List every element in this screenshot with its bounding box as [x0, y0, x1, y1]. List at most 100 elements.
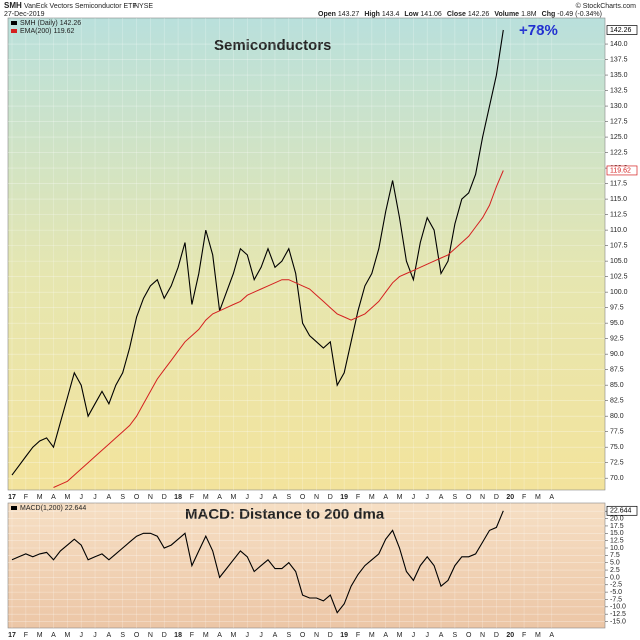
y-tick-label: -5.0 [610, 589, 622, 596]
y-tick-label: 92.5 [610, 336, 624, 343]
y-tick-label: 77.5 [610, 429, 624, 436]
quote-label: Close [447, 11, 466, 18]
y-tick-label: -10.0 [610, 604, 626, 611]
x-tick-label: 19 [340, 494, 348, 501]
legend-value: 142.26 [60, 20, 82, 27]
series-line [53, 170, 504, 488]
y-tick-label: 102.5 [610, 273, 628, 280]
x-tick-label: M [231, 494, 237, 501]
x-tick-label: F [190, 494, 194, 501]
x-tick-label: N [314, 494, 319, 501]
x-tick-label: 18 [174, 632, 182, 639]
x-tick-label: F [356, 632, 360, 639]
x-tick-label: A [273, 494, 278, 501]
x-tick-label: N [148, 632, 153, 639]
x-tick-label: A [273, 632, 278, 639]
x-tick-label: A [549, 494, 554, 501]
x-tick-label: D [328, 494, 333, 501]
x-tick-label: 18 [174, 494, 182, 501]
legend-label: EMA(200) [20, 28, 52, 35]
x-tick-label: J [259, 494, 263, 501]
series-line [11, 510, 504, 614]
legend-label: SMH (Daily) [20, 20, 58, 27]
y-tick-label: 85.0 [610, 382, 624, 389]
x-tick-label: A [383, 494, 388, 501]
y-tick-label: 75.0 [610, 444, 624, 451]
x-tick-label: M [64, 632, 70, 639]
last-value-box [606, 25, 638, 35]
x-tick-label: S [453, 632, 458, 639]
y-tick-label: 20.0 [610, 515, 624, 522]
x-tick-label: O [300, 632, 306, 639]
x-tick-label: O [134, 494, 140, 501]
x-tick-label: O [134, 632, 140, 639]
annotation: MACD: Distance to 200 dma [185, 506, 385, 523]
x-tick-label: M [369, 632, 375, 639]
x-tick-label: M [397, 632, 403, 639]
quote-value: 141.06 [420, 11, 442, 18]
x-tick-label: A [107, 632, 112, 639]
last-value-label: 119.62 [610, 167, 631, 174]
y-tick-label: 95.0 [610, 320, 624, 327]
x-tick-label: J [259, 632, 263, 639]
x-tick-label: D [162, 632, 167, 639]
x-tick-label: F [522, 494, 526, 501]
y-tick-label: 17.5 [610, 523, 624, 530]
x-tick-label: J [425, 632, 429, 639]
x-tick-label: J [246, 632, 250, 639]
y-tick-label: -2.5 [610, 582, 622, 589]
annotation: Semiconductors [214, 37, 332, 54]
y-tick-label: 137.5 [610, 56, 628, 63]
y-tick-label: -7.5 [610, 596, 622, 603]
legend-value: 119.62 [54, 28, 75, 35]
last-value-label: 142.26 [610, 27, 632, 34]
x-tick-label: M [397, 494, 403, 501]
price-panel [7, 17, 606, 491]
x-tick-label: A [439, 494, 444, 501]
legend-value: 22.644 [65, 505, 87, 512]
y-tick-label: 10.0 [610, 545, 624, 552]
y-tick-label: 0.0 [610, 574, 620, 581]
x-tick-label: M [535, 632, 541, 639]
quote-value: 142.26 [468, 11, 490, 18]
x-tick-label: 17 [8, 632, 16, 639]
x-tick-label: 20 [506, 494, 514, 501]
x-tick-label: F [24, 494, 28, 501]
x-tick-label: N [480, 632, 485, 639]
y-tick-label: 7.5 [610, 552, 620, 559]
x-tick-label: J [246, 494, 250, 501]
y-tick-label: 5.0 [610, 560, 620, 567]
x-tick-label: N [314, 632, 319, 639]
legend-swatch [11, 506, 17, 510]
x-tick-label: A [217, 494, 222, 501]
y-tick-label: 125.0 [610, 134, 628, 141]
x-tick-label: F [356, 494, 360, 501]
x-tick-label: M [203, 632, 209, 639]
x-tick-label: S [120, 632, 125, 639]
x-tick-label: J [412, 632, 416, 639]
y-tick-label: 100.0 [610, 289, 628, 296]
y-tick-label: 70.0 [610, 475, 624, 482]
y-tick-label: 80.0 [610, 413, 624, 420]
y-tick-label: -15.0 [610, 618, 626, 625]
x-tick-label: A [549, 632, 554, 639]
quote-value: -0.49 (-0.34%) [557, 11, 602, 18]
legend-swatch [11, 29, 17, 33]
title: VanEck Vectors Semiconductor ETF [24, 3, 137, 10]
last-value-label: 22.644 [610, 508, 632, 515]
legend-swatch [11, 21, 17, 25]
x-tick-label: M [231, 632, 237, 639]
x-tick-label: S [286, 632, 291, 639]
x-tick-label: S [286, 494, 291, 501]
y-tick-label: 127.5 [610, 118, 628, 125]
x-tick-label: F [522, 632, 526, 639]
x-tick-label: M [535, 494, 541, 501]
x-tick-label: J [79, 632, 83, 639]
quote-label: High [364, 11, 380, 18]
x-tick-label: J [412, 494, 416, 501]
y-tick-label: 90.0 [610, 351, 624, 358]
x-tick-label: A [51, 632, 56, 639]
y-tick-label: 72.5 [610, 460, 624, 467]
